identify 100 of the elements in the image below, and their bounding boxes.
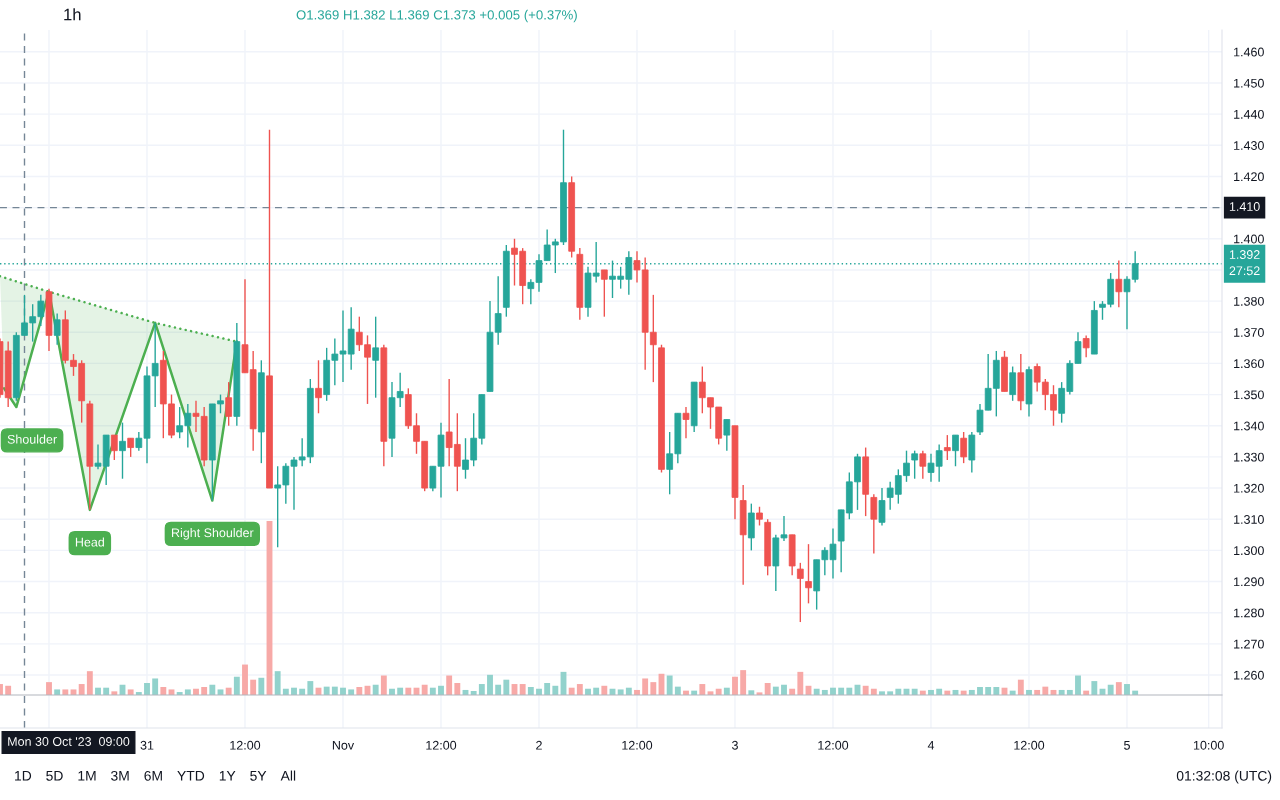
candlestick <box>960 431 968 464</box>
annotation: Head <box>75 537 104 547</box>
candlestick <box>119 421 126 480</box>
candlestick <box>110 434 118 461</box>
ref-line-label: 1.410 <box>1229 202 1260 211</box>
y-tick-label: 1.340 <box>1234 421 1264 431</box>
y-tick-label: 1.420 <box>1234 172 1264 182</box>
candlestick <box>796 562 804 623</box>
y-tick-label: 1.320 <box>1234 483 1264 493</box>
text: 6M <box>144 770 162 781</box>
bar <box>62 689 69 695</box>
bar <box>78 684 85 695</box>
bar <box>446 675 453 695</box>
bar <box>764 682 771 695</box>
bar <box>380 675 387 695</box>
y-tick-label: 1.260 <box>1234 670 1264 680</box>
candlestick <box>870 493 878 555</box>
candlestick <box>878 487 886 527</box>
candlestick <box>1115 259 1123 309</box>
ref-line-label: 1.392 27:52 <box>1229 250 1260 276</box>
bar <box>503 679 510 695</box>
bar <box>54 689 61 695</box>
candlestick <box>952 434 959 467</box>
y-tick-label: 1.270 <box>1234 639 1264 649</box>
text: YTD <box>177 771 205 781</box>
bar <box>242 664 248 695</box>
bar <box>642 678 649 695</box>
y-tick-label: 1.370 <box>1234 328 1264 337</box>
bar <box>1107 684 1114 695</box>
bar <box>1091 681 1098 695</box>
text: 1M <box>78 771 96 781</box>
bar <box>348 689 355 695</box>
y-tick-label: 1.280 <box>1234 608 1264 618</box>
x-tick-label: 3 <box>732 740 738 750</box>
y-tick-label: 1.460 <box>1234 47 1264 57</box>
y-tick-label: 1.300 <box>1234 546 1264 556</box>
y-tick-label: 1.350 <box>1234 390 1264 400</box>
bar <box>250 679 257 695</box>
bar <box>617 689 624 695</box>
chart-title: 1h <box>64 8 81 21</box>
bar <box>478 684 485 695</box>
bar <box>797 671 804 695</box>
bar <box>1017 679 1024 695</box>
bar <box>650 682 657 695</box>
bar <box>487 674 493 695</box>
text: All <box>280 770 296 781</box>
candlestick <box>600 269 608 318</box>
text: 5D <box>46 771 63 781</box>
candlestick <box>756 506 763 527</box>
candlestick <box>1082 334 1090 358</box>
text: 5Y <box>250 771 267 781</box>
bar <box>1075 675 1081 695</box>
ref-line-label: Mon 30 Oct '23 09:00 <box>8 737 130 746</box>
text: 01:32:08 (UTC) <box>1176 770 1272 784</box>
x-tick-label: 5 <box>1124 740 1130 750</box>
candlestick <box>805 543 812 605</box>
bar <box>544 682 551 695</box>
text: 1D <box>15 771 32 781</box>
y-tick-label: 1.430 <box>1234 141 1264 150</box>
y-tick-label: 1.380 <box>1234 296 1264 306</box>
bar <box>1124 684 1130 695</box>
bar <box>421 684 428 695</box>
candlestick <box>1009 365 1017 402</box>
bar <box>144 682 150 695</box>
y-tick-label: 1.440 <box>1234 109 1264 119</box>
bar <box>372 684 379 695</box>
y-tick-label: 1.400 <box>1234 234 1264 244</box>
candlestick <box>919 449 927 480</box>
y-tick-label: 1.290 <box>1234 577 1264 587</box>
candlestick <box>682 406 690 439</box>
text: 1Y <box>219 771 236 781</box>
candlestick <box>53 312 61 346</box>
candlestick <box>723 418 731 452</box>
bar <box>86 671 93 695</box>
chart-subtitle: O1.369 H1.382 L1.369 C1.373 +0.005 (+0.37%) <box>296 9 577 23</box>
bar <box>127 689 134 695</box>
bar <box>209 684 216 695</box>
x-tick-label: 12:00 <box>818 740 849 750</box>
candlestick <box>315 359 322 414</box>
candlestick <box>372 315 380 399</box>
bar <box>454 682 461 695</box>
candlestick <box>911 449 919 480</box>
bar <box>781 684 787 695</box>
bar <box>184 689 191 695</box>
bar <box>152 678 159 695</box>
bar <box>699 684 706 695</box>
candlestick <box>127 437 135 458</box>
bar <box>46 682 52 695</box>
bar <box>233 676 240 695</box>
candlestick <box>225 381 233 427</box>
text: 3M <box>111 770 129 781</box>
x-tick-label: 12:00 <box>1014 740 1045 750</box>
y-tick-label: 1.360 <box>1234 359 1264 369</box>
x-tick-label: Nov <box>332 740 355 750</box>
x-tick-label: 10:00 <box>1193 740 1224 750</box>
bar <box>307 681 314 695</box>
x-tick-label: 12:00 <box>622 740 653 750</box>
candlestick <box>943 434 951 461</box>
bar <box>495 684 502 695</box>
bar <box>576 684 583 695</box>
